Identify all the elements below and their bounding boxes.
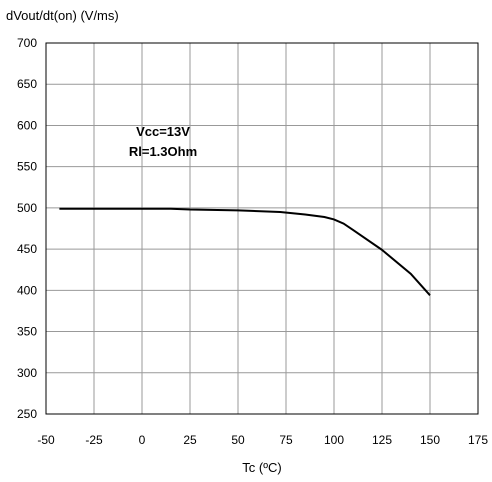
x-tick-label: 75 bbox=[279, 433, 293, 447]
y-axis-title: dVout/dt(on) (V/ms) bbox=[6, 8, 119, 23]
y-tick-label: 550 bbox=[17, 160, 37, 174]
x-tick-label: 100 bbox=[324, 433, 344, 447]
annotation-vcc: Vcc=13V bbox=[136, 124, 190, 139]
y-tick-labels: 250 300 350 400 450 500 550 600 650 700 bbox=[17, 36, 37, 421]
y-tick-label: 700 bbox=[17, 36, 37, 50]
y-tick-label: 500 bbox=[17, 201, 37, 215]
plot-area-border bbox=[45, 42, 479, 415]
x-axis-title: Tc (ºC) bbox=[242, 460, 281, 475]
y-tick-label: 650 bbox=[17, 77, 37, 91]
x-tick-label: -50 bbox=[37, 433, 55, 447]
x-tick-label: 125 bbox=[372, 433, 392, 447]
annotation-rl: Rl=1.3Ohm bbox=[129, 144, 197, 159]
x-tick-labels: -50 -25 0 25 50 75 100 125 150 175 bbox=[37, 433, 488, 447]
x-tick-label: 0 bbox=[139, 433, 146, 447]
x-tick-label: -25 bbox=[85, 433, 103, 447]
grid bbox=[45, 42, 479, 415]
y-tick-label: 450 bbox=[17, 242, 37, 256]
y-tick-label: 350 bbox=[17, 325, 37, 339]
y-tick-label: 600 bbox=[17, 118, 37, 132]
x-tick-label: 175 bbox=[468, 433, 488, 447]
x-tick-label: 50 bbox=[231, 433, 245, 447]
x-tick-label: 150 bbox=[420, 433, 440, 447]
y-tick-label: 300 bbox=[17, 366, 37, 380]
series-line bbox=[59, 207, 431, 296]
y-tick-label: 250 bbox=[17, 407, 37, 421]
y-tick-label: 400 bbox=[17, 283, 37, 297]
x-tick-label: 25 bbox=[183, 433, 197, 447]
